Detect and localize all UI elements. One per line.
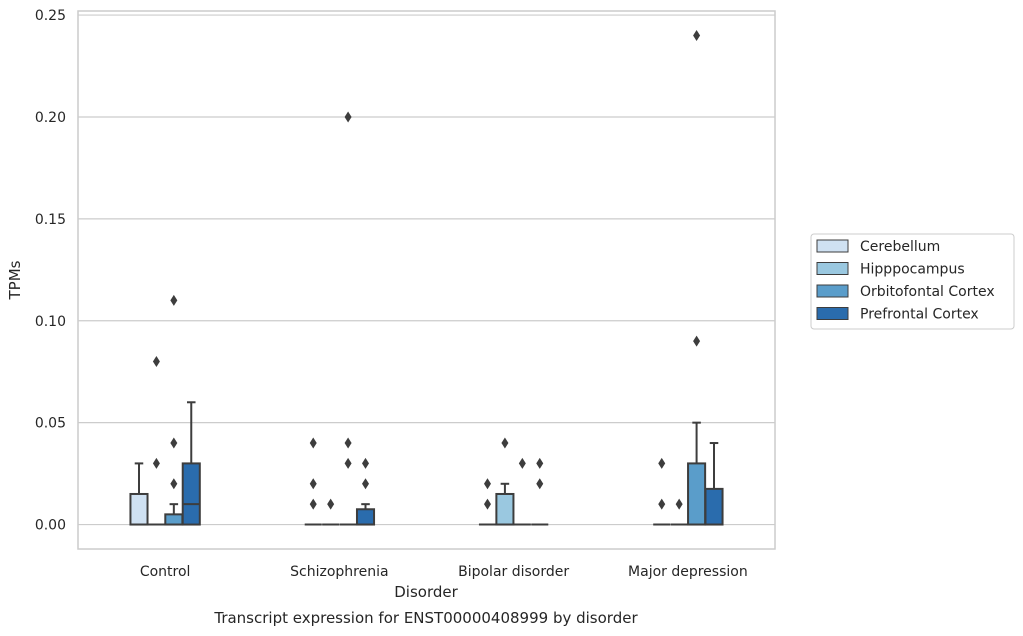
outlier-point-2 (309, 437, 317, 449)
box-body (687, 462, 707, 526)
legend-label-1: Hipppocampus (860, 262, 965, 278)
box-body (129, 492, 149, 526)
outlier-point-1 (344, 437, 352, 449)
box-2-1 (339, 111, 357, 526)
x-axis-title: Disorder (394, 583, 458, 601)
outlier-point-0 (658, 498, 666, 510)
outlier-point-1 (362, 457, 370, 469)
box-body (704, 487, 724, 526)
x-tick-label-3: Major depression (628, 564, 748, 580)
outlier-point-1 (309, 478, 317, 490)
y-tick-label-0: 0.00 (35, 518, 66, 534)
box-0-2 (478, 478, 497, 526)
box-plot-marks (129, 29, 724, 526)
box-0-0 (129, 462, 149, 526)
box-0-3 (653, 457, 671, 526)
box-body (355, 508, 376, 526)
outlier-point-0 (536, 478, 544, 490)
outlier-point-1 (170, 437, 178, 449)
plot-area-frame (77, 10, 776, 550)
y-axis-ticks: 0.00 0.05 0.10 0.15 0.20 0.25 (35, 8, 66, 533)
outlier-point-2 (344, 111, 352, 123)
box-body (495, 492, 515, 526)
chart-caption: Transcript expression for ENST0000040899… (213, 609, 638, 627)
box-1-1 (322, 498, 340, 526)
x-tick-label-0: Control (140, 564, 191, 580)
y-axis-title: TPMs (6, 260, 24, 300)
legend-label-2: Orbitofontal Cortex (860, 284, 995, 300)
box-1-3 (670, 498, 688, 526)
outlier-point-0 (362, 478, 370, 490)
box-3-0 (181, 401, 201, 526)
y-tick-label-5: 0.25 (35, 8, 66, 24)
legend-label-0: Cerebellum (860, 239, 940, 255)
y-tick-label-1: 0.05 (35, 416, 66, 432)
legend: Cerebellum Hipppocampus Orbitofontal Corte… (810, 233, 1015, 330)
box-2-2 (513, 457, 531, 526)
outlier-point-0 (518, 457, 526, 469)
outlier-point-0 (675, 498, 683, 510)
legend-swatch-2 (816, 284, 849, 298)
box-0-1 (304, 437, 322, 526)
box-2-0 (164, 294, 184, 526)
legend-frame (810, 233, 1015, 330)
box-3-1 (355, 457, 376, 526)
box-body (164, 513, 184, 526)
legend-swatch-0 (816, 239, 849, 253)
y-tick-label-3: 0.15 (35, 212, 66, 228)
outlier-point-0 (344, 457, 352, 469)
x-tick-label-1: Schizophrenia (290, 564, 388, 580)
outlier-point-1 (693, 29, 701, 41)
outlier-point-0 (327, 498, 335, 510)
legend-label-3: Prefrontal Cortex (860, 307, 979, 323)
outlier-point-0 (693, 335, 701, 347)
box-1-2 (495, 437, 515, 526)
x-tick-label-2: Bipolar disorder (458, 564, 569, 580)
y-tick-label-4: 0.20 (35, 110, 66, 126)
outlier-point-0 (501, 437, 509, 449)
outlier-point-0 (309, 498, 317, 510)
box-3-2 (531, 457, 549, 526)
outlier-point-1 (536, 457, 544, 469)
legend-swatch-1 (816, 262, 849, 275)
outlier-point-2 (170, 294, 178, 306)
box-body (181, 462, 201, 526)
outlier-point-0 (152, 457, 160, 469)
outlier-point-1 (483, 478, 491, 490)
x-axis-ticks: Control Schizophrenia Bipolar disorder Majo… (140, 564, 748, 580)
box-1-0 (147, 356, 165, 526)
outlier-point-1 (658, 457, 666, 469)
legend-swatch-3 (816, 307, 849, 320)
outlier-point-1 (152, 356, 160, 368)
outlier-point-0 (170, 478, 178, 490)
y-tick-label-2: 0.10 (35, 314, 66, 330)
outlier-point-0 (483, 498, 491, 510)
box-3-3 (704, 442, 724, 526)
